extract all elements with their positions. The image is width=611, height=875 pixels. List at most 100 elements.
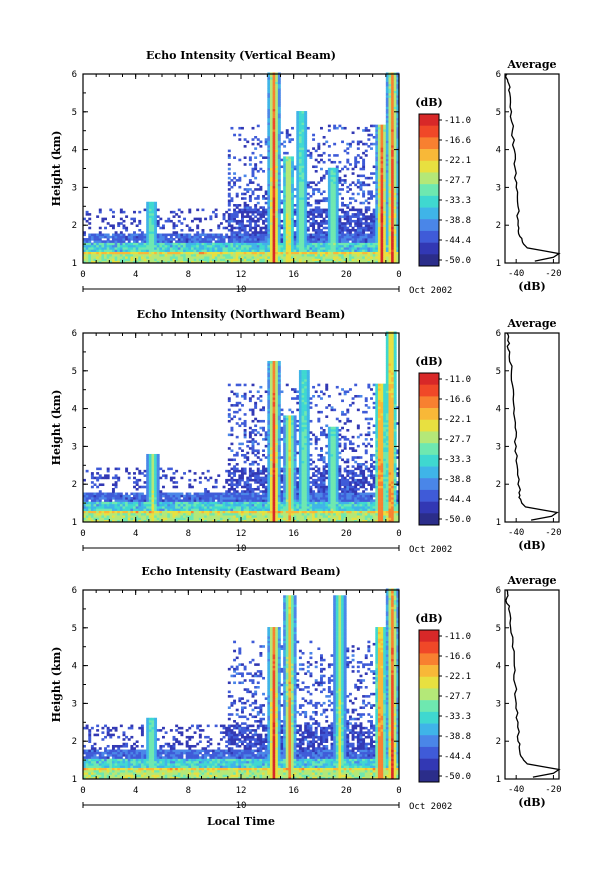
heatmap-cell	[222, 499, 226, 502]
heatmap-cell	[243, 174, 247, 178]
heatmap-cell	[90, 506, 94, 509]
heatmap-cell	[391, 240, 395, 243]
heatmap-cell	[298, 174, 302, 178]
heatmap-cell	[312, 165, 316, 169]
heatmap-cell	[322, 253, 326, 257]
heatmap-cell	[243, 251, 247, 255]
heatmap-cell	[288, 260, 292, 264]
heatmap-cell	[140, 485, 144, 489]
heatmap-cell	[159, 242, 163, 246]
heatmap-cell	[338, 249, 342, 252]
heatmap-cell	[151, 510, 155, 514]
heatmap-cell	[183, 517, 186, 521]
heatmap-cell	[162, 253, 165, 257]
heatmap-cell	[370, 235, 373, 239]
heatmap-cell	[183, 260, 186, 264]
heatmap-cell	[111, 517, 115, 521]
heatmap-cell	[335, 233, 339, 237]
heatmap-cell	[291, 256, 294, 259]
heatmap-cell	[180, 249, 184, 252]
heatmap-cell	[291, 194, 294, 198]
heatmap-cell	[269, 258, 273, 262]
heatmap-cell	[138, 485, 142, 489]
heatmap-cell	[225, 249, 229, 252]
heatmap-cell	[235, 517, 239, 521]
heatmap-cell	[291, 242, 294, 246]
heatmap-cell	[372, 142, 376, 146]
heatmap-cell	[396, 131, 400, 135]
heatmap-cell	[370, 147, 373, 150]
heatmap-cell	[251, 181, 255, 184]
heatmap-cell	[383, 256, 387, 259]
heatmap-cell	[391, 77, 395, 80]
heatmap-cell	[388, 224, 392, 228]
heatmap-cell	[348, 251, 352, 255]
heatmap-cell	[393, 124, 397, 128]
heatmap-cell	[93, 515, 97, 518]
heatmap-cell	[217, 494, 221, 498]
heatmap-cell	[175, 492, 179, 496]
heatmap-cell	[233, 226, 237, 230]
heatmap-cell	[272, 99, 276, 103]
heatmap-cell	[283, 238, 287, 241]
heatmap-cell	[383, 258, 387, 262]
heatmap-cell	[314, 251, 318, 255]
heatmap-cell	[206, 258, 210, 262]
heatmap-cell	[346, 242, 350, 246]
heatmap-cell	[188, 501, 192, 505]
heatmap-cell	[362, 215, 366, 218]
heatmap-cell	[304, 163, 308, 166]
heatmap-cell	[206, 517, 210, 521]
heatmap-cell	[317, 251, 321, 255]
heatmap-cell	[206, 512, 210, 516]
heatmap-cell	[367, 235, 371, 239]
heatmap-cell	[380, 163, 384, 166]
heatmap-cell	[101, 497, 105, 500]
heatmap-cell	[343, 228, 347, 232]
heatmap-cell	[148, 210, 152, 214]
heatmap-cell	[304, 226, 308, 230]
heatmap-cell	[90, 233, 94, 237]
heatmap-cell	[280, 131, 284, 135]
heatmap-cell	[388, 95, 392, 98]
heatmap-cell	[301, 149, 305, 153]
heatmap-cell	[88, 217, 92, 221]
heatmap-cell	[393, 129, 397, 132]
heatmap-cell	[269, 199, 273, 203]
heatmap-cell	[288, 228, 292, 232]
heatmap-cell	[375, 142, 379, 146]
heatmap-cell	[322, 208, 326, 212]
heatmap-cell	[127, 260, 131, 264]
heatmap-cell	[351, 131, 355, 135]
heatmap-cell	[111, 210, 115, 214]
heatmap-cell	[248, 210, 252, 214]
heatmap-cell	[111, 512, 115, 516]
heatmap-cell	[388, 192, 392, 196]
heatmap-cell	[151, 503, 155, 507]
heatmap-cell	[380, 197, 384, 200]
heatmap-cell	[298, 233, 302, 237]
heatmap-cell	[370, 172, 373, 175]
heatmap-cell	[330, 233, 334, 237]
heatmap-cell	[301, 129, 305, 132]
heatmap-cell	[272, 92, 276, 96]
heatmap-cell	[269, 256, 273, 259]
heatmap-cell	[230, 390, 234, 394]
heatmap-cell	[377, 217, 381, 221]
heatmap-cell	[254, 163, 258, 166]
heatmap-cell	[127, 249, 131, 252]
heatmap-cell	[98, 233, 102, 237]
heatmap-cell	[198, 512, 202, 516]
heatmap-cell	[148, 258, 152, 262]
heatmap-cell	[317, 213, 321, 216]
heatmap-cell	[238, 224, 242, 228]
heatmap-cell	[283, 260, 287, 264]
heatmap-cell	[312, 226, 316, 230]
heatmap-cell	[377, 222, 381, 225]
heatmap-cell	[196, 224, 200, 228]
heatmap-cell	[209, 503, 213, 507]
heatmap-cell	[380, 192, 384, 196]
heatmap-cell	[275, 210, 279, 214]
heatmap-cell	[167, 492, 171, 496]
heatmap-cell	[330, 179, 334, 182]
